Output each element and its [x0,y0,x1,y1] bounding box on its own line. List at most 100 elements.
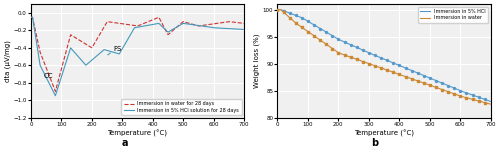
Point [420,74,428,77]
Point [390,71,398,74]
Immersion in 5% HCl [334,38,340,40]
Immersion in 5% HCl solution for 28 days [168,29,174,31]
Point [438,82,446,84]
Point [274,8,281,11]
Line: Immersion in 5% HCl: Immersion in 5% HCl [278,10,490,101]
Point [468,98,476,101]
Immersion in water [342,54,348,56]
Y-axis label: Weight loss (%): Weight loss (%) [254,34,260,88]
Point [444,84,452,87]
Point [328,34,336,37]
Point [310,24,318,26]
Point [328,47,336,50]
Point [322,43,330,46]
Point [414,80,422,82]
Point [286,16,294,19]
Point [396,64,404,67]
Point [438,88,446,91]
Point [420,82,428,84]
Immersion in water for 28 days [88,47,94,48]
Immersion in water [440,89,446,91]
Immersion in 5% HCl [274,9,280,11]
Immersion in water [414,80,420,82]
Point [298,16,306,19]
Point [340,54,348,56]
Point [316,39,324,41]
Text: CC: CC [43,73,52,79]
Immersion in water [334,51,340,53]
Point [481,98,489,101]
X-axis label: Temperature (°C): Temperature (°C) [108,130,168,137]
Point [298,26,306,28]
Legend: Immersion in water for 28 days, Immersion in 5% HCl solution for 28 days: Immersion in water for 28 days, Immersio… [122,99,242,115]
Point [456,95,464,97]
Point [365,62,373,65]
Immersion in 5% HCl [488,100,494,102]
Point [280,10,287,12]
Point [432,86,440,89]
Immersion in 5% HCl solution for 28 days [80,62,86,63]
Line: Immersion in water for 28 days: Immersion in water for 28 days [31,17,244,91]
Point [346,56,354,58]
Point [365,52,373,54]
Point [310,35,318,37]
Point [359,49,367,51]
Point [396,73,404,76]
Immersion in water for 28 days [96,35,102,37]
Immersion in water for 28 days [80,42,86,43]
Point [402,67,409,69]
Immersion in 5% HCl solution for 28 days [194,24,200,26]
Point [402,75,409,78]
Point [456,90,464,92]
Point [444,91,452,93]
Point [481,101,489,104]
Line: Immersion in water: Immersion in water [278,10,490,104]
Point [462,97,470,99]
Point [474,100,482,102]
Point [334,52,342,54]
X-axis label: Temperature (°C): Temperature (°C) [354,130,414,137]
Point [408,69,416,72]
Immersion in 5% HCl solution for 28 days [52,95,59,97]
Point [352,58,360,61]
Immersion in water for 28 days [194,25,200,27]
Point [474,96,482,98]
Point [371,65,379,67]
Point [286,12,294,14]
Text: a: a [122,138,128,148]
Point [316,27,324,30]
Point [292,14,300,16]
Immersion in 5% HCl [466,93,472,95]
Point [346,44,354,46]
Point [462,92,470,94]
Point [426,84,434,87]
Immersion in water [326,46,332,48]
Point [383,69,391,71]
Point [292,22,300,24]
Point [450,93,458,95]
Immersion in water for 28 days [52,90,59,92]
Point [426,77,434,79]
Point [359,60,367,63]
Point [334,38,342,40]
Text: b: b [372,138,378,148]
Immersion in 5% HCl solution for 28 days [88,60,94,61]
Immersion in water for 28 days [241,22,247,24]
Immersion in 5% HCl solution for 28 days [28,16,34,18]
Point [340,41,348,43]
Point [280,11,287,14]
Immersion in water for 28 days [28,16,34,18]
Point [432,80,440,82]
Immersion in 5% HCl solution for 28 days [220,27,226,29]
Immersion in 5% HCl [440,83,446,85]
Line: Immersion in 5% HCl solution for 28 days: Immersion in 5% HCl solution for 28 days [31,17,244,96]
Point [371,54,379,57]
Immersion in water for 28 days [220,21,226,23]
Point [304,30,312,33]
Point [274,8,281,11]
Immersion in 5% HCl solution for 28 days [241,29,247,30]
Immersion in 5% HCl [326,33,332,35]
Y-axis label: dta (μV/mg): dta (μV/mg) [4,40,10,82]
Point [377,67,385,69]
Immersion in 5% HCl [342,41,348,43]
